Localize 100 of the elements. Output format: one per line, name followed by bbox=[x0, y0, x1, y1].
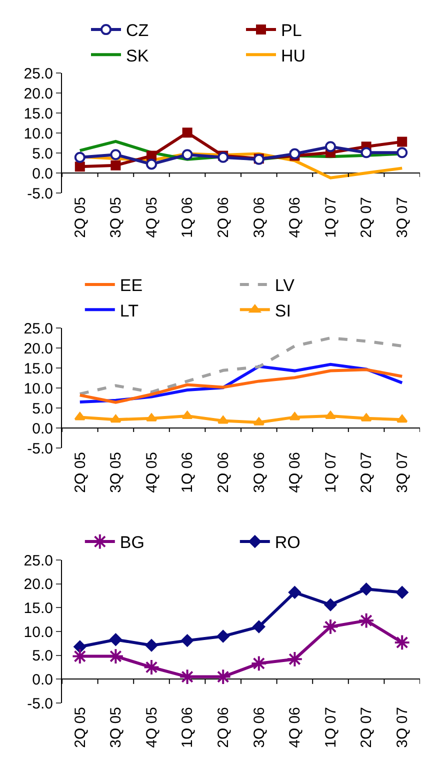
x-tick-label: 3Q 05 bbox=[108, 452, 125, 493]
y-tick-label: 15.0 bbox=[24, 105, 53, 122]
y-tick-label: 0.0 bbox=[32, 671, 53, 688]
point bbox=[146, 413, 158, 422]
x-tick-label: 4Q 05 bbox=[143, 452, 160, 493]
point bbox=[252, 620, 266, 633]
x-tick-label: 3Q 05 bbox=[108, 197, 125, 238]
x-tick-label: 1Q 06 bbox=[179, 707, 196, 748]
point bbox=[322, 618, 339, 635]
point bbox=[110, 633, 122, 646]
point bbox=[396, 586, 408, 599]
legend-label: LV bbox=[274, 276, 296, 296]
point bbox=[250, 655, 268, 672]
point bbox=[179, 668, 196, 685]
point bbox=[324, 598, 337, 612]
point bbox=[110, 414, 122, 423]
x-tick-label: 2Q 06 bbox=[214, 707, 232, 748]
y-tick-label: 20.0 bbox=[24, 85, 53, 102]
y-tick-label: -5.0 bbox=[27, 440, 53, 458]
point bbox=[289, 148, 300, 160]
y-tick-label: 5.0 bbox=[32, 400, 53, 418]
point bbox=[182, 149, 193, 160]
x-tick-label: 4Q 06 bbox=[286, 707, 304, 748]
x-tick-label: 3Q 07 bbox=[394, 197, 411, 238]
legend-label: CZ bbox=[126, 21, 149, 40]
point bbox=[143, 659, 160, 676]
point bbox=[74, 152, 86, 163]
legend-label: HU bbox=[281, 46, 306, 66]
y-tick-label: 0.0 bbox=[32, 420, 53, 438]
point bbox=[289, 412, 300, 420]
y-tick-label: 5.0 bbox=[32, 145, 53, 162]
point bbox=[325, 141, 336, 152]
point bbox=[74, 640, 86, 653]
x-tick-label: 2Q 07 bbox=[358, 707, 376, 748]
y-tick-label: -5.0 bbox=[27, 695, 53, 712]
point bbox=[396, 414, 408, 423]
y-tick-label: 15.0 bbox=[24, 600, 53, 617]
point bbox=[360, 582, 372, 596]
x-tick-label: 2Q 07 bbox=[358, 197, 376, 238]
x-tick-label: 1Q 07 bbox=[322, 452, 340, 493]
y-tick-label: 20.0 bbox=[24, 576, 53, 594]
point bbox=[288, 586, 301, 599]
point bbox=[182, 128, 192, 138]
y-tick-label: 15.0 bbox=[24, 360, 53, 378]
x-tick-label: 4Q 06 bbox=[286, 197, 304, 238]
legend-label: RO bbox=[274, 533, 300, 552]
y-tick-label: 10.0 bbox=[24, 624, 53, 641]
x-tick-label: 3Q 06 bbox=[250, 707, 268, 748]
x-tick-label: 2Q 05 bbox=[72, 452, 89, 493]
x-tick-label: 4Q 05 bbox=[143, 707, 160, 748]
point bbox=[358, 612, 374, 629]
point bbox=[396, 147, 408, 158]
point bbox=[110, 160, 121, 170]
x-tick-label: 1Q 06 bbox=[179, 452, 196, 493]
point bbox=[286, 650, 303, 668]
point bbox=[360, 413, 372, 422]
point bbox=[146, 158, 157, 170]
y-tick-label: 10.0 bbox=[24, 380, 53, 398]
x-tick-label: 2Q 06 bbox=[214, 452, 232, 493]
x-tick-label: 1Q 06 bbox=[179, 197, 196, 238]
x-tick-label: 4Q 06 bbox=[286, 452, 304, 493]
x-tick-label: 3Q 05 bbox=[108, 707, 125, 748]
point bbox=[110, 149, 122, 160]
point bbox=[360, 147, 372, 158]
legend-label: SK bbox=[126, 46, 150, 66]
point bbox=[397, 136, 408, 147]
point bbox=[181, 634, 194, 647]
point bbox=[253, 417, 265, 426]
y-tick-label: 5.0 bbox=[32, 648, 53, 665]
x-tick-label: 3Q 06 bbox=[250, 197, 268, 238]
x-tick-label: 2Q 05 bbox=[72, 197, 89, 238]
x-tick-label: 3Q 07 bbox=[394, 452, 411, 493]
y-tick-label: -5.0 bbox=[27, 185, 53, 202]
y-tick-label: 25.0 bbox=[24, 320, 53, 338]
legend-label: LT bbox=[120, 301, 138, 320]
point bbox=[216, 630, 230, 642]
y-tick-label: 20.0 bbox=[24, 340, 53, 358]
y-tick-label: 0.0 bbox=[32, 165, 53, 182]
y-tick-label: 25.0 bbox=[24, 552, 53, 570]
y-tick-label: 10.0 bbox=[24, 125, 53, 142]
point bbox=[74, 162, 85, 172]
x-tick-label: 1Q 07 bbox=[322, 197, 340, 238]
x-tick-label: 2Q 05 bbox=[72, 707, 89, 748]
point bbox=[217, 416, 229, 424]
legend-label: SI bbox=[274, 301, 291, 320]
legend-label: PL bbox=[281, 21, 302, 40]
point bbox=[108, 648, 124, 664]
x-tick-label: 2Q 06 bbox=[214, 197, 232, 238]
x-tick-label: 1Q 07 bbox=[322, 707, 340, 748]
point bbox=[145, 639, 158, 652]
x-tick-label: 2Q 07 bbox=[358, 452, 376, 493]
x-tick-label: 3Q 06 bbox=[250, 452, 268, 493]
y-tick-label: 25.0 bbox=[24, 65, 53, 82]
point bbox=[74, 412, 86, 420]
line-series bbox=[78, 336, 404, 396]
legend-label: BG bbox=[120, 533, 144, 552]
point bbox=[394, 634, 410, 651]
x-tick-label: 3Q 07 bbox=[394, 707, 411, 748]
x-tick-label: 4Q 05 bbox=[143, 197, 160, 238]
legend-label: EE bbox=[120, 276, 143, 296]
